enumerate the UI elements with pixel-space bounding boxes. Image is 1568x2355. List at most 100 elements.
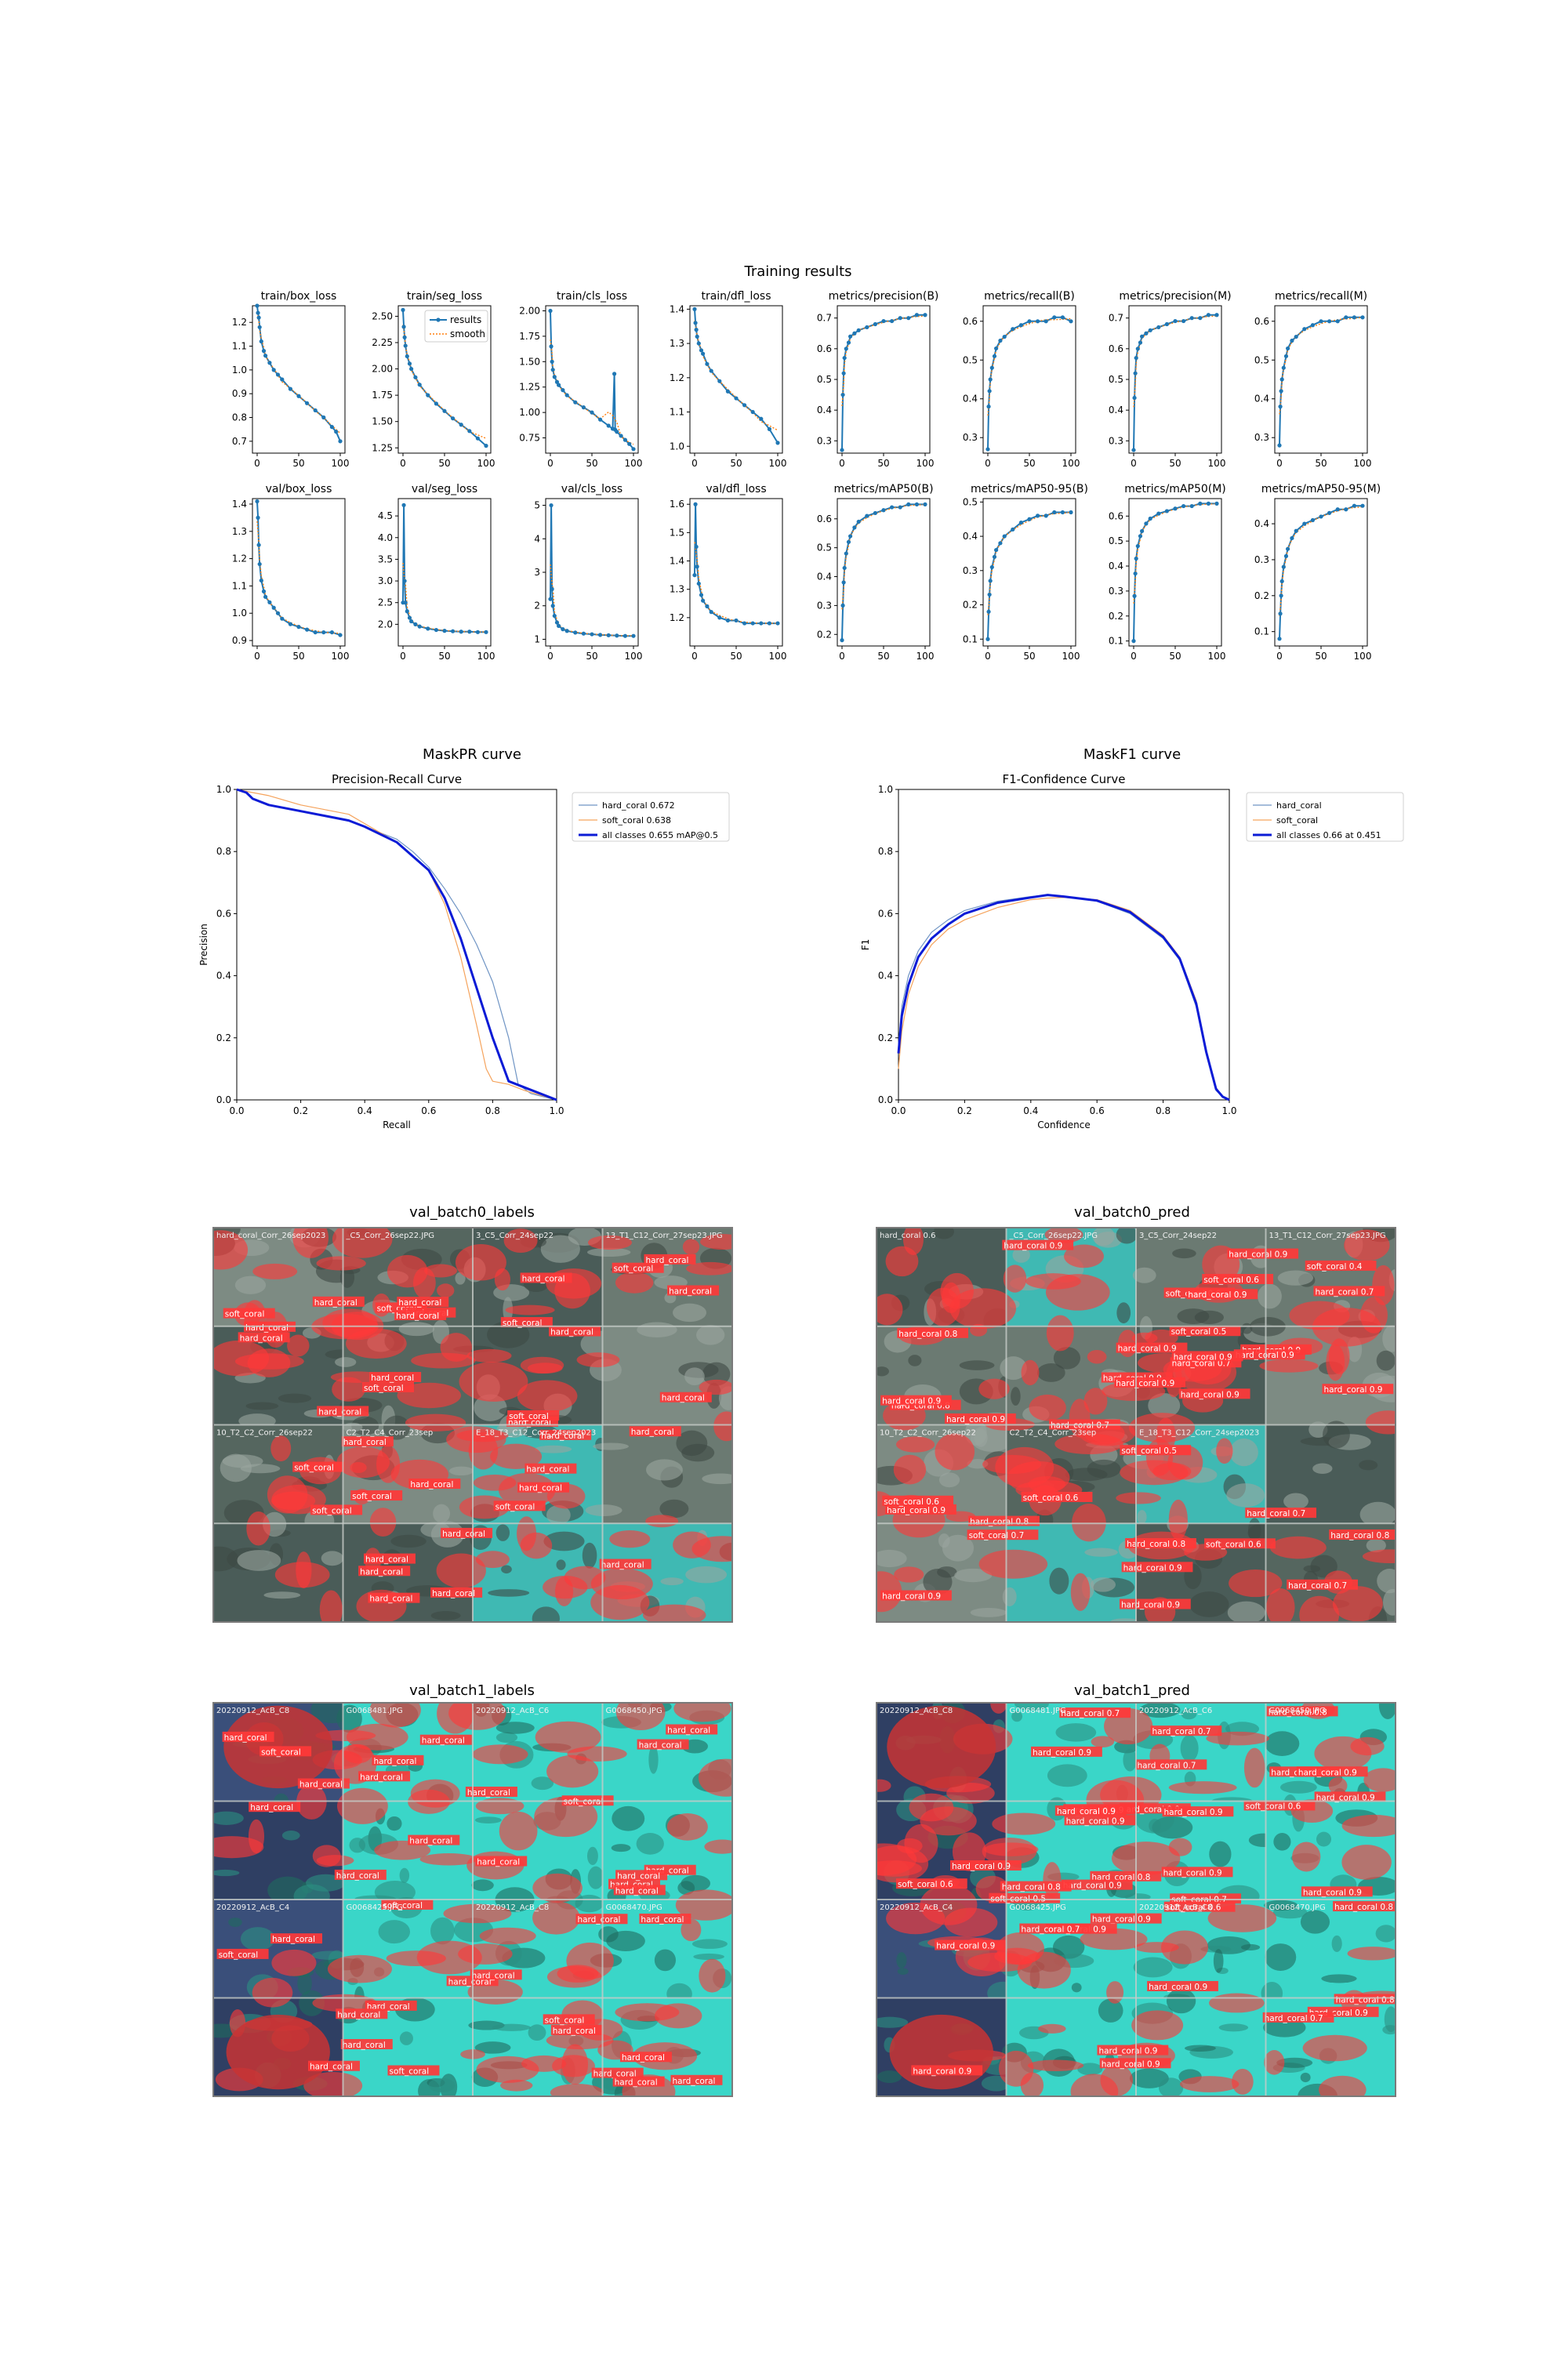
seabed-texture [378,1920,411,1944]
data-point [865,325,869,330]
coral-mask [1044,1228,1083,1243]
file-label: 20220912_AcB_C8 [476,1903,549,1912]
data-point [1133,571,1138,576]
box-label-bg [297,1778,350,1789]
data-point [1135,347,1140,351]
data-point [612,372,617,376]
box-label-bg [1287,1579,1358,1590]
data-point [409,619,414,624]
data-point [550,359,554,364]
series-line-all-classes [897,894,1230,1101]
coral-mask [567,1746,627,1762]
data-point [1011,327,1015,332]
seabed-texture [1012,1246,1030,1263]
x-tick-label: 0 [400,458,406,469]
coral-mask [369,1703,421,1728]
coral-mask [475,1551,510,1569]
data-point [631,447,636,452]
file-label: 13_T1_C12_Corr_27sep23.JPG [606,1232,723,1240]
x-tick-label: 100 [1208,651,1226,662]
seabed-texture [582,1542,597,1569]
box-label-bg [1054,1805,1127,1816]
smooth-line [256,521,341,634]
box-label: soft_coral 0.6 [1023,1493,1079,1503]
data-point [898,505,902,510]
data-point [840,603,845,608]
file-label: 20220912_AcB_C6 [476,1707,549,1715]
y-tick-label: 1.4 [232,499,247,510]
x-tick-label: 100 [1354,458,1372,469]
seabed-texture [281,1830,300,1841]
data-point [305,401,310,405]
data-point [705,604,710,608]
x-tick-label: 1.0 [1221,1105,1236,1116]
data-point [1027,517,1032,521]
box-label-bg [1162,1806,1234,1817]
box-label-bg [1120,1445,1192,1456]
coral-mask [213,1230,249,1270]
y-tick-label: 1.0 [216,784,231,795]
box-label-bg [885,1504,956,1515]
plot-frame [1128,305,1222,454]
coral-mask [642,1604,706,1622]
y-tick-label: 0.2 [817,629,832,640]
data-point [890,505,895,510]
box-label-bg [368,1592,420,1603]
seabed-texture [1265,1943,1297,1971]
x-tick-label: 0.0 [229,1105,244,1116]
seabed-texture [1240,1943,1261,1950]
x-tick-label: 0.6 [421,1105,436,1116]
box-label-bg [1031,1746,1102,1757]
seabed-texture [1036,1363,1065,1382]
box-label-bg [1266,1706,1338,1717]
y-tick-label: 0.0 [216,1094,231,1105]
coral-mask [443,1903,512,1924]
box-label-bg [612,2076,665,2087]
data-point [695,334,699,339]
data-point [986,609,991,614]
data-point [693,321,698,325]
y-tick-label: 0.6 [963,316,978,327]
y-tick-label: 1.75 [372,390,393,401]
seabed-texture [1377,1569,1396,1594]
box-label-bg [394,1309,447,1320]
data-point [985,637,990,641]
data-point [256,315,261,320]
box-label: hard_coral 0.9 [1004,1242,1062,1251]
box-label-bg [1296,1766,1368,1777]
smooth-line [841,315,926,406]
box-label-bg [408,1834,460,1845]
seabed-texture [1123,1748,1138,1772]
training-subplot: train/cls_loss 0.75 1.00 1.25 1.50 1.75 2.00 0 5… [519,290,642,469]
coral-mask [1003,1265,1027,1293]
seabed-texture [659,1499,689,1519]
coral-mask [889,2014,993,2090]
coral-mask [1179,2076,1240,2092]
coral-mask [894,1566,924,1583]
data-point [1327,510,1332,515]
data-point [280,377,285,382]
coral-mask [949,1288,1017,1330]
seabed-texture [1376,1350,1396,1371]
box-label-bg [358,1566,411,1577]
data-point [750,409,755,415]
data-point [914,313,919,318]
box-label: hard_coral [526,1465,569,1475]
coral-mask [1264,2050,1285,2075]
coral-mask [1054,1433,1123,1455]
seabed-texture [611,1844,631,1852]
box-label: hard_coral [310,2063,353,2072]
y-tick-label: 0.5 [1109,535,1123,546]
box-label: hard_coral [522,1274,565,1283]
box-label: hard_coral 0.8 [1334,1903,1393,1912]
data-point [1335,319,1340,324]
x-tick-label: 50 [292,458,304,469]
coral-mask [1332,1586,1383,1622]
box-label-bg [430,1587,483,1598]
coral-mask [436,1553,486,1588]
data-point [1214,501,1219,506]
file-label: G0068450.JPG [606,1707,662,1715]
box-label: hard_coral 0.7 [1021,1925,1080,1935]
training-subplot: train/box_loss 0.7 0.8 0.9 1.0 1.1 1.2 0 50 100 [232,290,350,469]
data-point [692,307,697,311]
